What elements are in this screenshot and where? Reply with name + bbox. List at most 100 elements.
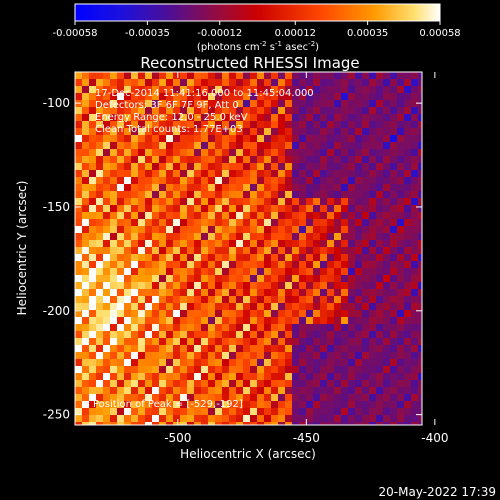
heatmap-cell — [285, 240, 292, 247]
heatmap-cell — [236, 310, 243, 317]
heatmap-cell — [208, 324, 215, 331]
heatmap-cell — [187, 373, 194, 380]
heatmap-cell — [138, 184, 145, 191]
heatmap-cell — [222, 142, 229, 149]
heatmap-cell — [278, 338, 285, 345]
heatmap-cell — [292, 240, 299, 247]
heatmap-cell — [390, 128, 397, 135]
heatmap-cell — [75, 275, 82, 282]
heatmap-cell — [376, 149, 383, 156]
heatmap-cell — [103, 184, 110, 191]
heatmap-cell — [208, 170, 215, 177]
heatmap-cell — [313, 352, 320, 359]
heatmap-cell — [187, 86, 194, 93]
heatmap-cell — [306, 387, 313, 394]
heatmap-cell — [271, 114, 278, 121]
heatmap-cell — [194, 233, 201, 240]
heatmap-cell — [376, 212, 383, 219]
heatmap-cell — [348, 135, 355, 142]
heatmap-cell — [75, 401, 82, 408]
heatmap-cell — [75, 107, 82, 114]
heatmap-cell — [411, 240, 418, 247]
colorbar-ticks: -0.00058 -0.00035 -0.00012 0.00012 0.00035 0.… — [53, 21, 461, 39]
heatmap-cell — [201, 93, 208, 100]
heatmap-cell — [110, 142, 117, 149]
heatmap-cell — [187, 100, 194, 107]
heatmap-cell — [138, 345, 145, 352]
heatmap-cell — [257, 233, 264, 240]
heatmap-cell — [285, 387, 292, 394]
heatmap-cell — [327, 338, 334, 345]
heatmap-cell — [369, 338, 376, 345]
heatmap-cell — [313, 261, 320, 268]
heatmap-cell — [306, 170, 313, 177]
heatmap-cell — [215, 163, 222, 170]
heatmap-cell — [355, 114, 362, 121]
heatmap-cell — [201, 254, 208, 261]
heatmap-cell — [110, 310, 117, 317]
heatmap-cell — [243, 401, 250, 408]
heatmap-cell — [229, 247, 236, 254]
heatmap-cell — [334, 191, 341, 198]
heatmap-cell — [145, 401, 152, 408]
heatmap-cell — [166, 422, 173, 425]
heatmap-cell — [215, 275, 222, 282]
heatmap-cell — [194, 324, 201, 331]
heatmap-cell — [138, 226, 145, 233]
heatmap-cell — [390, 408, 397, 415]
heatmap-cell — [103, 219, 110, 226]
heatmap-cell — [320, 121, 327, 128]
heatmap-cell — [285, 149, 292, 156]
heatmap-cell — [376, 275, 383, 282]
heatmap-cell — [418, 352, 422, 359]
heatmap-cell — [201, 128, 208, 135]
heatmap-cell — [89, 422, 96, 425]
heatmap-cell — [215, 282, 222, 289]
heatmap-cell — [376, 359, 383, 366]
heatmap-cell — [75, 387, 82, 394]
heatmap-cell — [173, 338, 180, 345]
heatmap-cell — [355, 100, 362, 107]
heatmap-cell — [411, 310, 418, 317]
heatmap-cell — [96, 331, 103, 338]
heatmap-cell — [229, 387, 236, 394]
heatmap-cell — [250, 338, 257, 345]
heatmap-cell — [411, 387, 418, 394]
heatmap-cell — [257, 226, 264, 233]
heatmap-cell — [418, 219, 422, 226]
heatmap-cell — [292, 135, 299, 142]
heatmap-cell — [390, 163, 397, 170]
heatmap-cell — [187, 345, 194, 352]
heatmap-cell — [89, 142, 96, 149]
heatmap-cell — [75, 205, 82, 212]
heatmap-cell — [411, 156, 418, 163]
heatmap-cell — [250, 324, 257, 331]
heatmap-cell — [96, 149, 103, 156]
heatmap-cell — [376, 296, 383, 303]
heatmap-cell — [243, 107, 250, 114]
heatmap-cell — [243, 317, 250, 324]
heatmap-cell — [299, 296, 306, 303]
heatmap-cell — [215, 415, 222, 422]
heatmap-cell — [243, 247, 250, 254]
heatmap-cell — [313, 184, 320, 191]
heatmap-cell — [201, 79, 208, 86]
heatmap-cell — [362, 345, 369, 352]
heatmap-cell — [397, 268, 404, 275]
heatmap-cell — [180, 359, 187, 366]
heatmap-cell — [341, 219, 348, 226]
heatmap-cell — [131, 135, 138, 142]
heatmap-cell — [411, 331, 418, 338]
heatmap-cell — [404, 114, 411, 121]
heatmap-cell — [418, 247, 422, 254]
heatmap-cell — [215, 86, 222, 93]
heatmap-cell — [201, 310, 208, 317]
heatmap-cell — [75, 324, 82, 331]
heatmap-cell — [418, 303, 422, 310]
heatmap-cell — [89, 177, 96, 184]
heatmap-cell — [271, 149, 278, 156]
heatmap-cell — [89, 380, 96, 387]
heatmap-cell — [257, 268, 264, 275]
heatmap-cell — [131, 268, 138, 275]
heatmap-cell — [194, 128, 201, 135]
